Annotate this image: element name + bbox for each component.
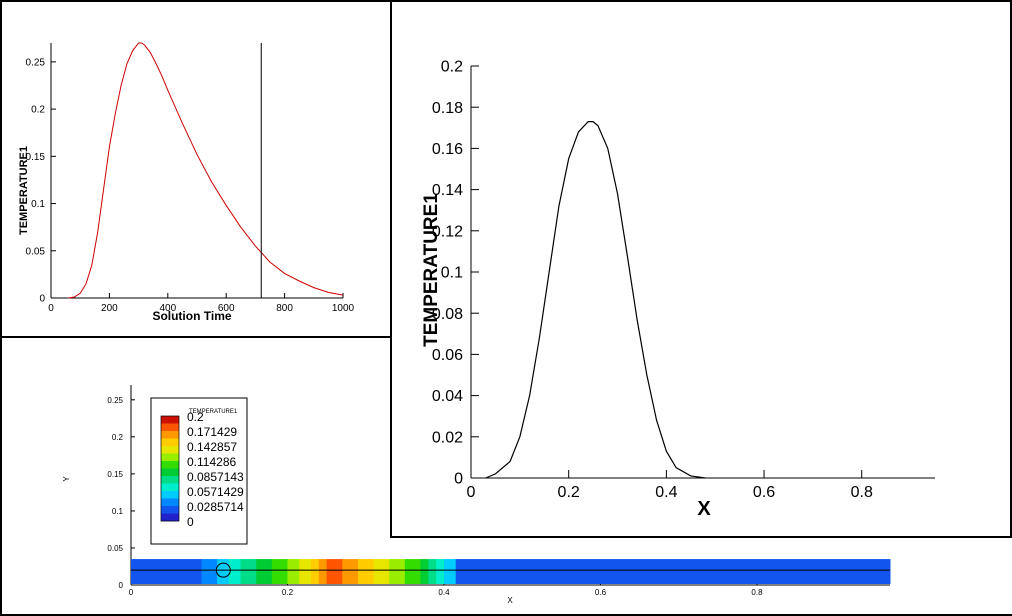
- contour-cell: [310, 559, 320, 584]
- legend-swatch: [161, 431, 179, 439]
- profile-chart-y-tick-label: 0.02: [432, 429, 463, 446]
- contour-cell: [271, 559, 288, 584]
- profile-chart-y-tick-label: 0.16: [432, 141, 463, 158]
- contour-cell: [318, 559, 328, 584]
- profile-chart-y-tick-label: 0.04: [432, 388, 463, 405]
- legend-swatch: [161, 491, 179, 499]
- profile-chart-x-tick-label: 0.2: [558, 484, 580, 501]
- contour-cell: [299, 559, 312, 584]
- time-chart-y-tick-label: 0: [39, 294, 45, 305]
- time-chart-x-tick-label: 600: [218, 303, 235, 314]
- profile-chart-y-tick-label: 0: [454, 471, 463, 488]
- legend-level-label: 0.114286: [187, 455, 236, 469]
- contour-y-tick-label: 0.05: [107, 544, 123, 553]
- legend-level-label: 0.0571429: [187, 485, 244, 499]
- time-chart-x-tick-label: 200: [101, 303, 118, 314]
- contour-y-tick-label: 0.1: [112, 507, 124, 516]
- contour-cell: [455, 559, 891, 584]
- contour-cell: [357, 559, 375, 584]
- legend-swatch: [161, 468, 179, 477]
- contour-cell: [428, 559, 437, 584]
- profile-chart-y-tick-label: 0.1: [441, 265, 463, 282]
- legend-swatch: [161, 416, 179, 424]
- contour-cell: [443, 559, 457, 584]
- profile-chart-x-tick-label: 0.8: [851, 484, 873, 501]
- legend-swatch: [161, 483, 179, 492]
- profile-chart-y-tick-label: 0.18: [432, 100, 463, 117]
- legend-swatch: [161, 438, 179, 447]
- contour-y-tick-label: 0.2: [112, 433, 124, 442]
- contour-cell: [326, 559, 343, 584]
- contour-x-tick-label: 0.6: [595, 588, 607, 597]
- contour-x-tick-label: 0.8: [751, 588, 763, 597]
- contour-y-tick-label: 0.15: [107, 470, 123, 479]
- legend-swatch: [161, 446, 179, 454]
- contour-legend-title: TEMPERATURE1: [189, 409, 238, 415]
- legend-swatch: [161, 423, 179, 432]
- profile-chart-y-label: TEMPERATURE1: [421, 193, 442, 347]
- time-series-line: [68, 42, 344, 299]
- legend-swatch: [161, 453, 179, 462]
- time-history-panel: [0, 0, 392, 338]
- legend-level-label: 0.0285714: [187, 500, 244, 514]
- profile-chart-x-tick-label: 0: [467, 484, 476, 501]
- legend-level-label: 0: [187, 515, 194, 529]
- line-plot-panel: [390, 0, 1012, 538]
- legend-swatch: [161, 476, 179, 484]
- time-chart-x-tick-label: 800: [276, 303, 293, 314]
- contour-x-tick-label: 0.2: [282, 588, 294, 597]
- contour-cell: [404, 559, 422, 584]
- legend-colorbar: [160, 415, 180, 522]
- probe-marker: [215, 562, 231, 578]
- profile-chart-y-tick-label: 0.14: [432, 182, 463, 199]
- time-chart-y-tick-label: 0.05: [26, 246, 46, 257]
- contour-cell: [342, 559, 359, 584]
- time-chart-y-tick-label: 0.1: [31, 199, 45, 210]
- contour-cell: [389, 559, 406, 584]
- contour-cell: [436, 559, 445, 584]
- time-chart-x-label: Solution Time: [152, 309, 231, 323]
- contour-x-label: X: [507, 596, 513, 605]
- contour-cell: [201, 559, 218, 584]
- contour-y-tick-label: 0.25: [107, 396, 123, 405]
- legend-level-label: 0.142857: [187, 440, 237, 454]
- legend-swatch: [161, 513, 179, 522]
- profile-chart-y-tick-label: 0.2: [441, 59, 463, 76]
- contour-cell: [287, 559, 300, 584]
- contour-cell: [240, 559, 257, 584]
- legend-level-label: 0.2: [187, 410, 204, 424]
- legend-level-label: 0.0857143: [187, 470, 244, 484]
- legend-swatch: [161, 498, 179, 507]
- contour-cell: [217, 559, 230, 584]
- profile-chart-x-label: X: [697, 498, 711, 520]
- profile-chart-x-tick-label: 0.6: [753, 484, 775, 501]
- contour-cell: [373, 559, 390, 584]
- contour-cell: [131, 559, 202, 584]
- contour-y-tick-label: 0: [119, 581, 124, 590]
- time-chart-y-tick-label: 0.15: [26, 152, 46, 163]
- contour-x-tick-label: 0.4: [438, 588, 450, 597]
- time-chart-y-tick-label: 0.2: [31, 105, 45, 116]
- time-chart-y-tick-label: 0.25: [26, 57, 46, 68]
- legend-swatch: [161, 461, 179, 469]
- legend-level-label: 0.171429: [187, 425, 237, 439]
- contour-cell: [256, 559, 273, 584]
- profile-chart-y-tick-label: 0.08: [432, 306, 463, 323]
- profile-chart-y-tick-label: 0.12: [432, 223, 463, 240]
- contour-cell: [420, 559, 429, 584]
- time-chart-x-tick-label: 1000: [332, 303, 355, 314]
- contour-cell: [228, 559, 242, 584]
- time-chart-y-label: TEMPERATURE1: [18, 146, 30, 235]
- time-chart-x-tick-label: 400: [159, 303, 176, 314]
- legend-swatch: [161, 506, 179, 514]
- profile-series-line: [485, 121, 706, 479]
- profile-chart-y-tick-label: 0.06: [432, 347, 463, 364]
- profile-chart-x-tick-label: 0.4: [655, 484, 677, 501]
- time-chart-x-tick-label: 0: [48, 303, 54, 314]
- contour-y-label: Y: [62, 476, 71, 482]
- contour-x-tick-label: 0: [129, 588, 134, 597]
